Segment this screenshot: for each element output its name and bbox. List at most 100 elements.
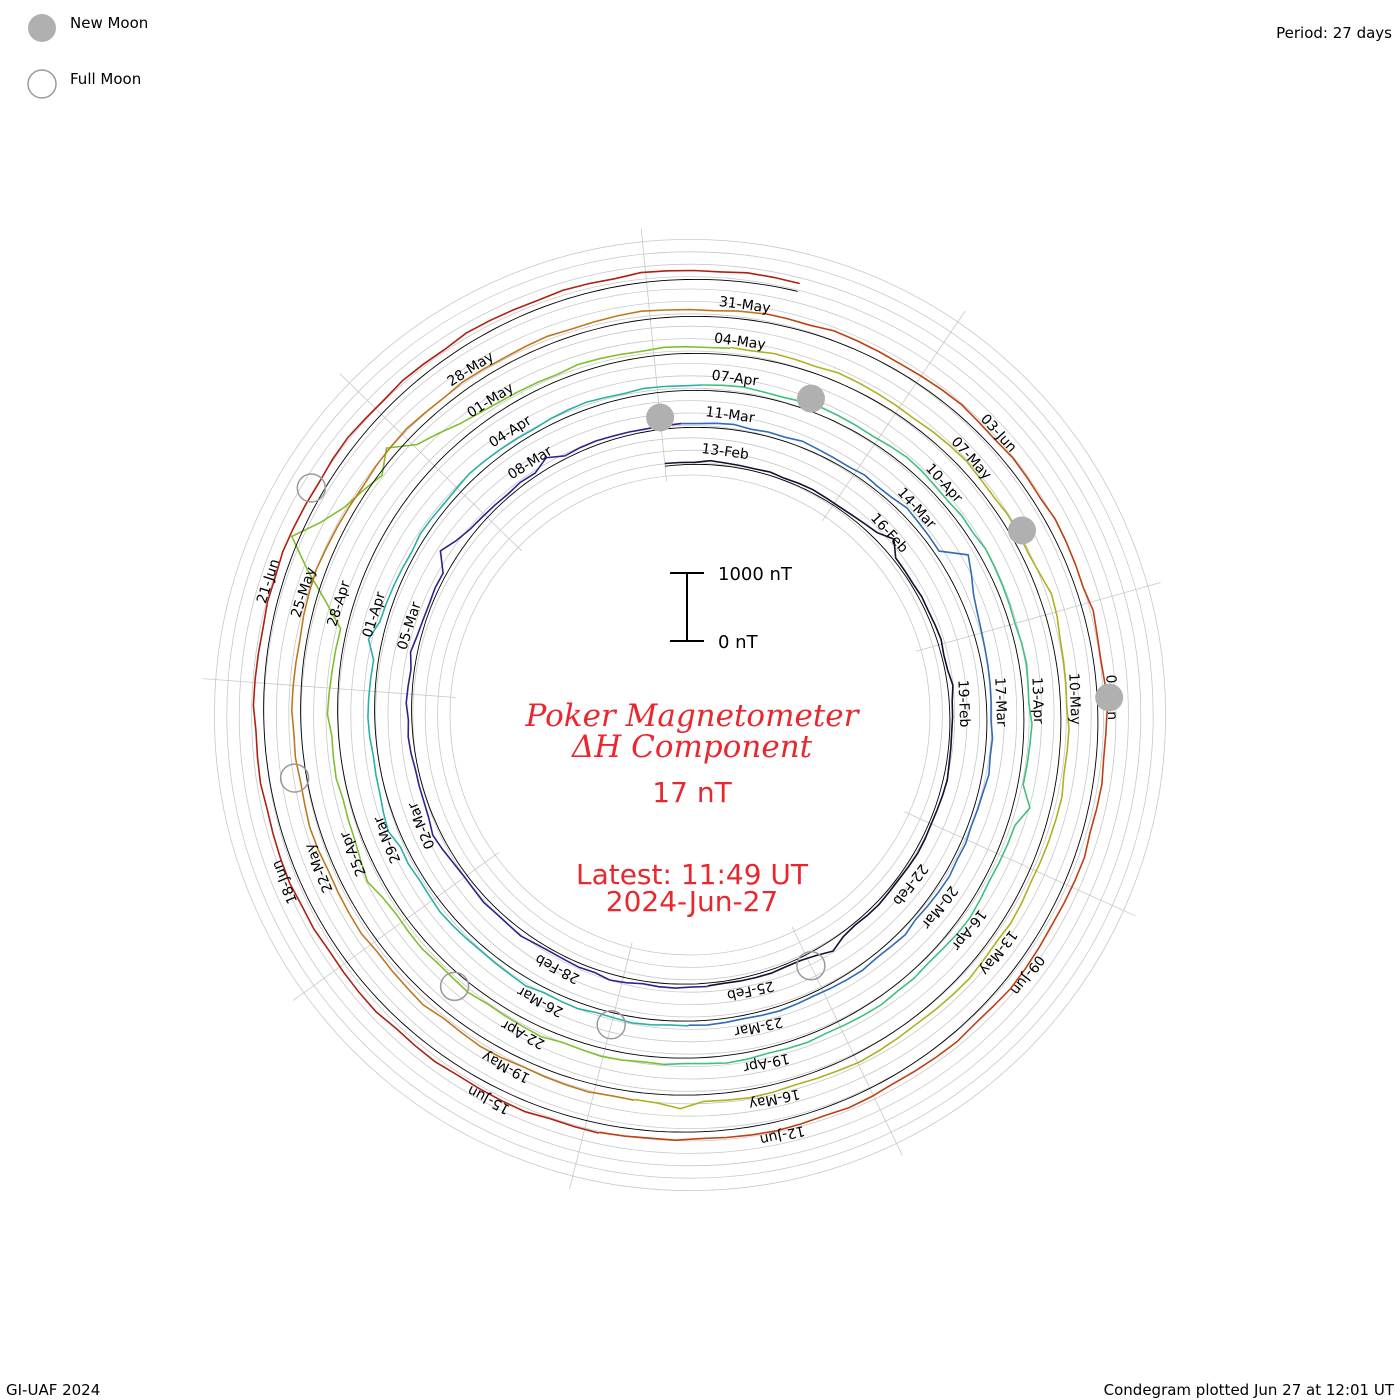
full-moon-marker [796,951,826,981]
grid-ring [412,437,968,993]
new-moon-marker [1008,516,1036,545]
series-layer [252,269,1109,1142]
full-moon-marker [296,473,327,503]
series-line [290,345,731,1066]
date-tick-label: 01-May [464,380,516,421]
full-moon-marker [439,971,470,1002]
date-tick-label: 13-Apr [1028,677,1046,725]
series-baseline [263,278,798,1125]
grid-ring [399,424,981,1006]
date-tick-label: 29-Mar [371,814,405,866]
chart-title: Poker Magnetometer [525,698,861,734]
full-moon-legend-icon [27,69,57,99]
moon-layer [279,384,1124,1040]
series-baseline [635,354,1062,1096]
date-tick-label: 28-May [445,349,497,390]
series-baseline [601,321,1099,1133]
series-baseline [411,427,708,985]
series-line [599,312,1109,1142]
grid-spoke [640,228,667,482]
series-line [664,459,954,987]
latest-date: 2024-Jun-27 [606,885,778,918]
date-tick-label: 15-Jun [465,1082,513,1117]
date-tick-label: 13-Feb [700,441,749,463]
date-tick-label: 25-Feb [725,977,775,1003]
full-moon-marker [279,763,310,793]
date-tick-label: 16-Feb [867,510,911,556]
chart-subtitle: ΔH Component [571,729,813,765]
period-label: Period: 27 days [1276,24,1392,42]
grid-ring [288,313,1092,1117]
date-tick-label: 22-Apr [499,1016,548,1052]
grid-spoke [791,926,903,1156]
grid-ring [337,362,1043,1068]
date-tick-label: 23-Mar [732,1013,784,1039]
grid-ring [449,474,931,956]
new-moon-legend-icon [28,14,56,42]
new-moon-legend-label: New Moon [70,14,148,32]
grid-ring [387,412,993,1018]
full-moon-legend-label: Full Moon [70,70,141,88]
series-baseline [664,463,951,984]
series-line [252,269,800,1134]
grid-ring [238,263,1142,1167]
grid-ring [375,400,1005,1030]
latest-value: 17 nT [652,776,732,809]
date-tick-label: 26-Mar [515,983,566,1020]
date-tick-label: 07-May [948,434,995,483]
grid-spoke [569,942,633,1189]
series-line [405,422,708,989]
series-baseline [337,352,730,1059]
new-moon-marker [797,384,825,413]
grid-ring [362,387,1018,1043]
date-tick-label: 17-Mar [991,677,1009,727]
date-tick-label: 22-May [302,841,337,895]
date-tick-label: 10-Apr [922,461,966,507]
grid-layer [213,238,1167,1192]
latest-time: Latest: 11:49 UT [576,858,809,891]
date-tick-label: 11-Mar [705,404,756,426]
grid-ring [325,350,1055,1080]
grid-spoke [339,373,523,552]
date-tick-label: 31-May [718,294,771,317]
scale-bar [670,572,704,642]
series-baseline [681,426,988,1022]
scale-top-label: 1000 nT [718,564,793,585]
grid-ring [313,338,1067,1092]
date-tick-label: 25-May [288,565,319,619]
grid-spoke [904,811,1136,917]
grid-ring [350,375,1030,1055]
date-tick-label: 02-Mar [405,799,439,851]
date-tick-label: 18-Jun [269,858,301,906]
series-line [633,346,1070,1110]
date-tick-label: 16-Apr [948,906,989,953]
date-tick-label: 01-Apr [360,590,389,640]
new-moon-marker [646,403,675,432]
grid-ring [226,251,1154,1179]
date-tick-label: 10-May [1065,673,1083,725]
series-line [681,422,994,1026]
grid-ring [424,449,956,981]
plotted-label: Condegram plotted Jun 27 at 12:01 UT [1104,1381,1395,1399]
grid-ring [300,325,1080,1105]
date-tick-label: 04-May [713,331,766,354]
scale-bottom-label: 0 nT [718,632,759,653]
new-moon-marker [1095,683,1124,712]
series-baseline [300,315,762,1093]
grid-spoke [916,582,1161,652]
spoke-layer [202,228,1161,1189]
series-line [663,384,1033,1066]
date-tick-label: 25-Apr [337,829,370,879]
credit-label: GI-UAF 2024 [6,1381,100,1399]
grid-ring [213,238,1167,1192]
date-tick-label: 12-Jun [758,1122,806,1147]
date-tick-label: 07-Apr [711,368,760,390]
grid-ring [275,300,1105,1130]
series-line [290,308,763,1101]
grid-spoke [821,310,966,522]
grid-ring [251,276,1129,1154]
series-line [367,384,704,1027]
date-tick-label: 09-Jun [1007,952,1047,998]
series-baseline [664,389,1025,1059]
